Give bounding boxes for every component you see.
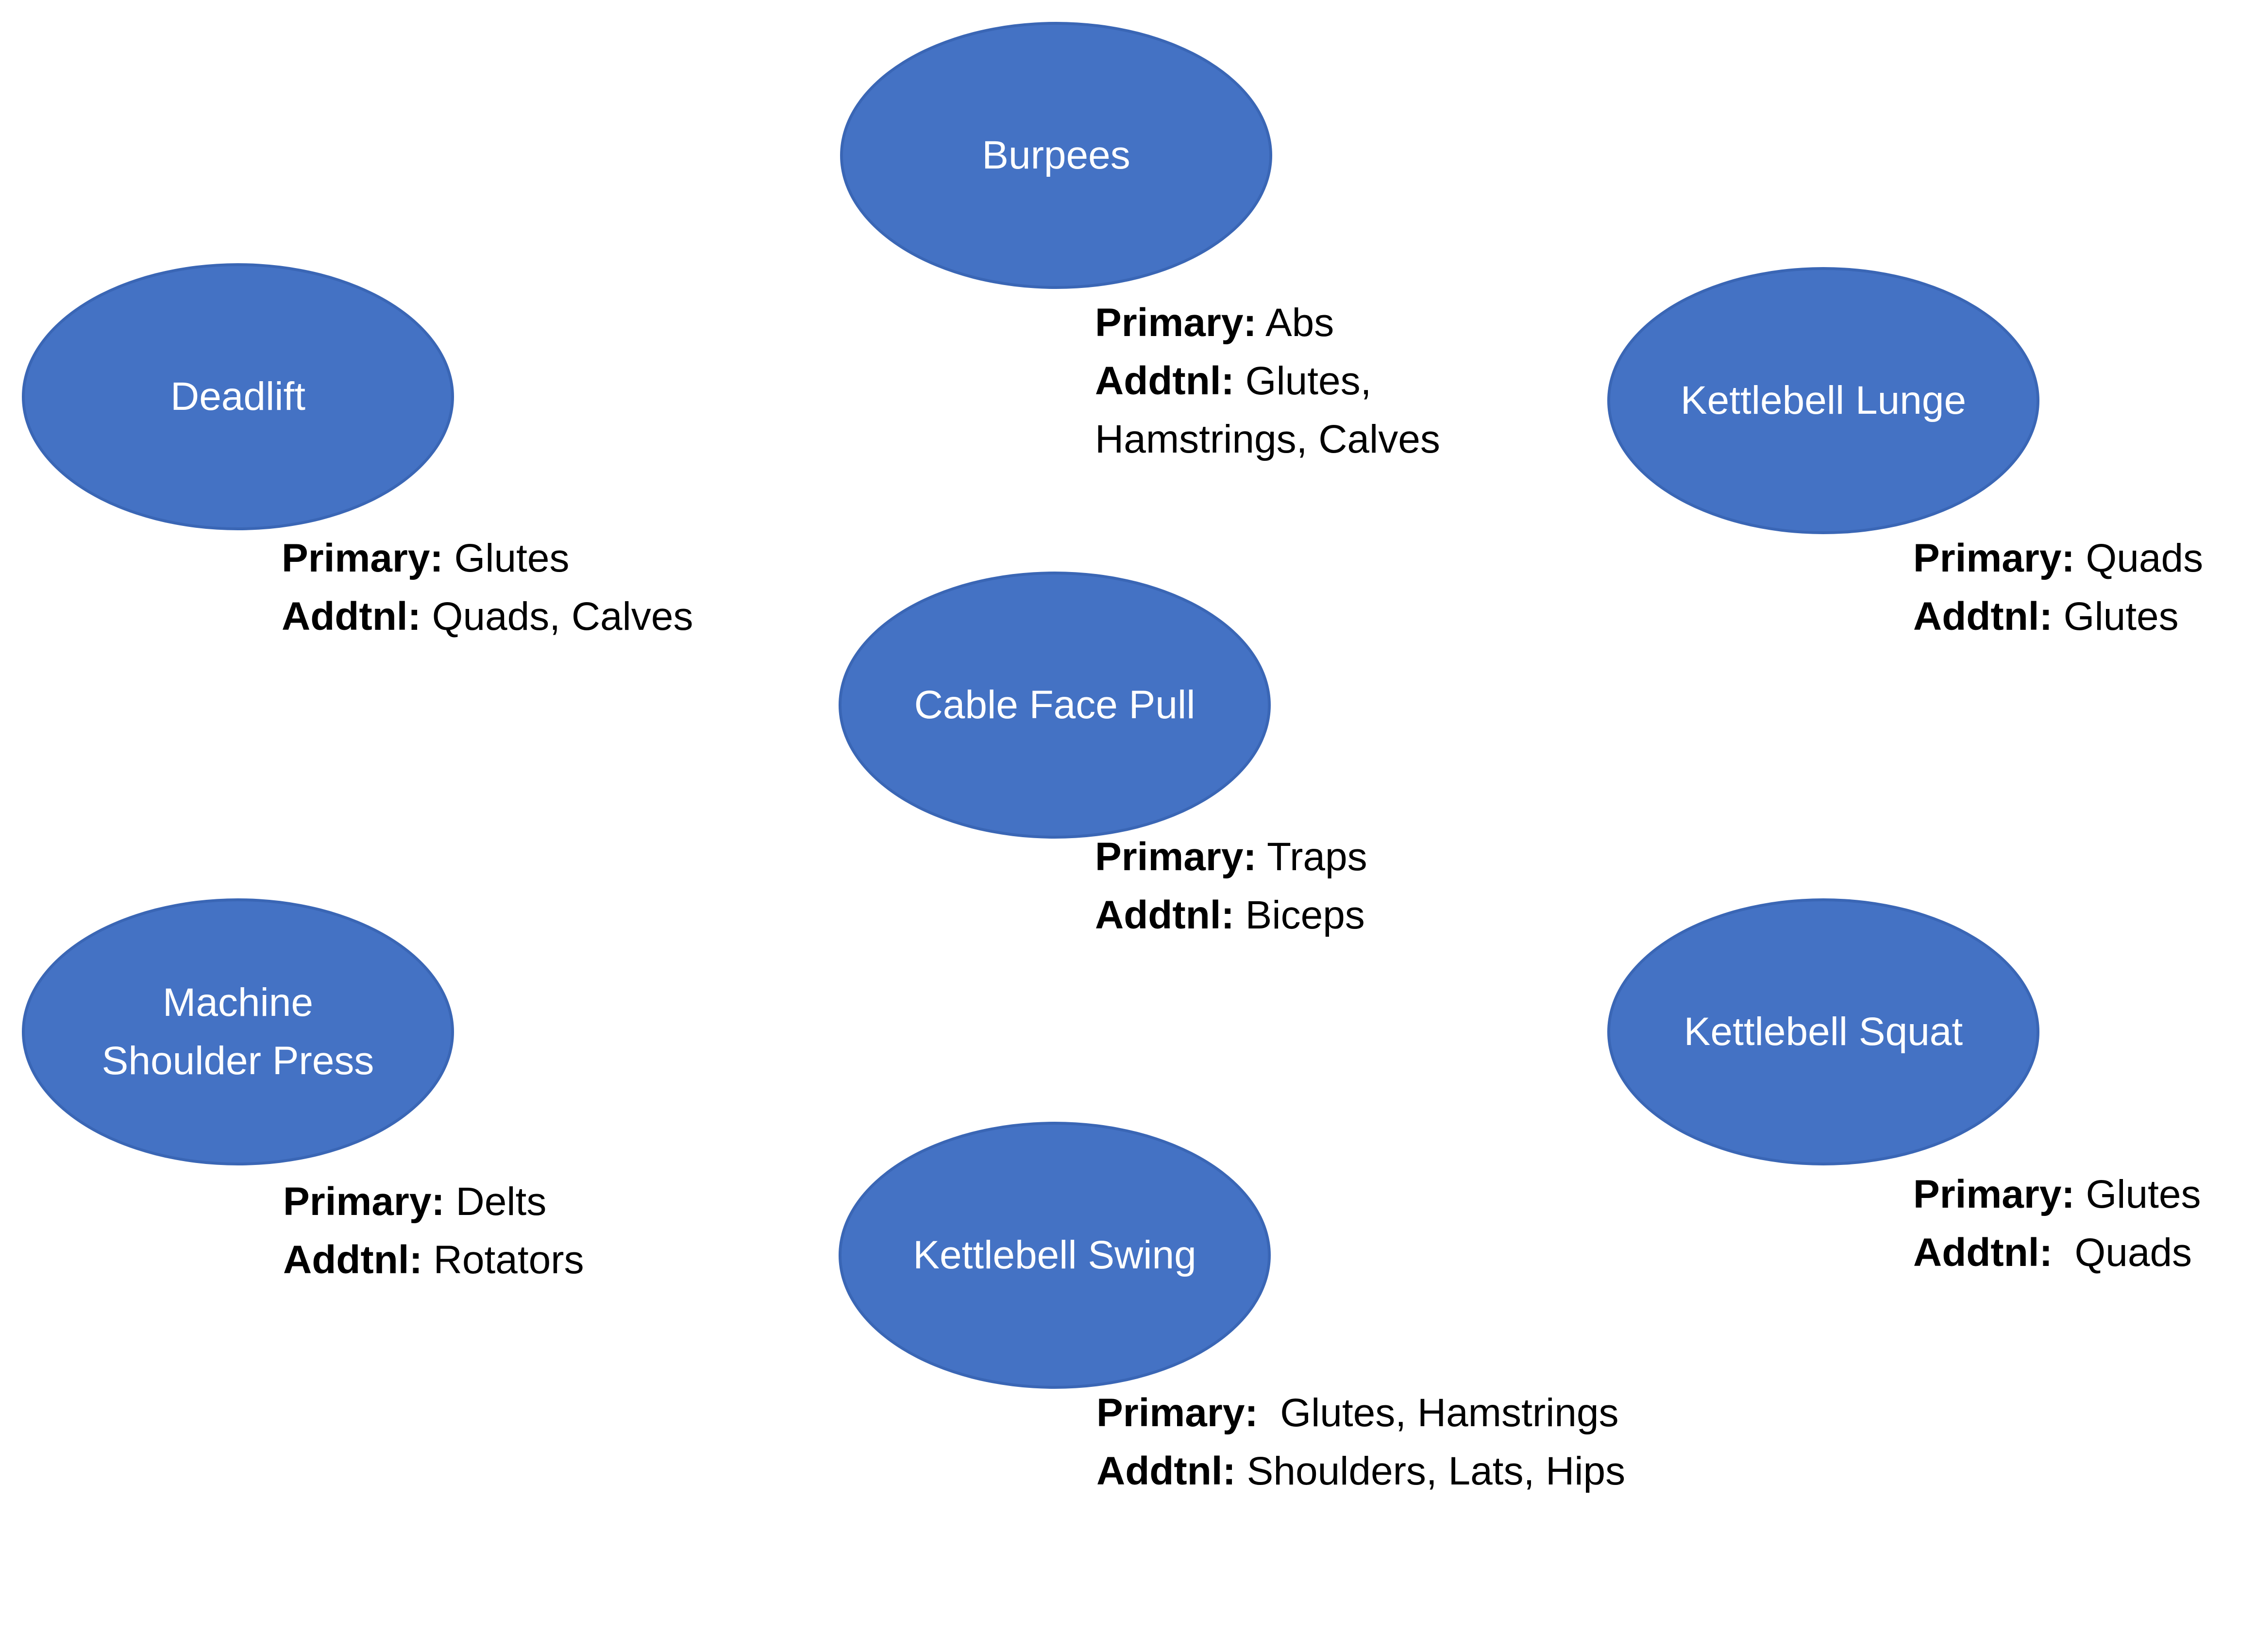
- primary-line: Primary: Abs: [1095, 294, 1440, 352]
- primary-label: Primary:: [1096, 1391, 1258, 1435]
- node-label: Machine Shoulder Press: [101, 980, 374, 1083]
- addtnl-label: Addtnl:: [1095, 359, 1234, 403]
- primary-value: Abs: [1256, 301, 1334, 345]
- caption-cable-face-pull: Primary: Traps Addtnl: Biceps: [1095, 828, 1367, 944]
- addtnl-value-continued: Hamstrings, Calves: [1095, 417, 1440, 461]
- node-machine-shoulder-press: Machine Shoulder Press: [22, 898, 454, 1165]
- node-label: Kettlebell Swing: [913, 1233, 1196, 1277]
- primary-value: Glutes: [2074, 1172, 2201, 1216]
- node-cable-face-pull: Cable Face Pull: [839, 572, 1271, 839]
- primary-label: Primary:: [1913, 536, 2075, 580]
- addtnl-line: Addtnl: Shoulders, Lats, Hips: [1096, 1442, 1625, 1500]
- primary-value: Glutes, Hamstrings: [1258, 1391, 1619, 1435]
- addtnl-line: Addtnl: Rotators: [283, 1231, 584, 1289]
- primary-line: Primary: Delts: [283, 1173, 584, 1231]
- node-label: Burpees: [982, 133, 1130, 177]
- addtnl-value: Quads, Calves: [421, 594, 693, 639]
- addtnl-line: Addtnl: Biceps: [1095, 886, 1367, 944]
- primary-line: Primary: Traps: [1095, 828, 1367, 886]
- node-kettlebell-squat: Kettlebell Squat: [1607, 898, 2039, 1165]
- primary-label: Primary:: [1913, 1172, 2075, 1216]
- caption-deadlift: Primary: Glutes Addtnl: Quads, Calves: [282, 529, 693, 646]
- caption-kettlebell-squat: Primary: Glutes Addtnl: Quads: [1913, 1165, 2201, 1282]
- primary-value: Traps: [1256, 835, 1367, 879]
- addtnl-label: Addtnl:: [1913, 594, 2053, 639]
- node-kettlebell-swing: Kettlebell Swing: [839, 1122, 1271, 1389]
- node-kettlebell-lunge: Kettlebell Lunge: [1607, 267, 2039, 534]
- node-burpees: Burpees: [840, 22, 1272, 289]
- node-label: Kettlebell Squat: [1684, 1010, 1963, 1054]
- addtnl-label: Addtnl:: [1913, 1231, 2053, 1275]
- primary-label: Primary:: [283, 1180, 445, 1224]
- primary-value: Glutes: [443, 536, 570, 580]
- addtnl-value: Quads: [2052, 1231, 2192, 1275]
- primary-value: Quads: [2074, 536, 2204, 580]
- node-label: Kettlebell Lunge: [1680, 378, 1967, 422]
- addtnl-label: Addtnl:: [1096, 1449, 1236, 1493]
- primary-label: Primary:: [1095, 835, 1257, 879]
- caption-kettlebell-lunge: Primary: Quads Addtnl: Glutes: [1913, 529, 2203, 646]
- addtnl-label: Addtnl:: [1095, 893, 1234, 937]
- addtnl-value: Shoulders, Lats, Hips: [1235, 1449, 1626, 1493]
- addtnl-line: Addtnl: Quads, Calves: [282, 588, 693, 646]
- node-label: Deadlift: [170, 374, 306, 419]
- addtnl-line: Addtnl: Quads: [1913, 1224, 2201, 1282]
- addtnl-value: Biceps: [1234, 893, 1365, 937]
- primary-value: Delts: [444, 1180, 547, 1224]
- primary-line: Primary: Glutes: [1913, 1165, 2201, 1224]
- addtnl-value: Glutes: [2052, 594, 2179, 639]
- primary-label: Primary:: [1095, 301, 1257, 345]
- addtnl-line: Addtnl: Glutes,: [1095, 352, 1440, 410]
- primary-line: Primary: Quads: [1913, 529, 2203, 588]
- primary-line: Primary: Glutes: [282, 529, 693, 588]
- caption-machine-shoulder-press: Primary: Delts Addtnl: Rotators: [283, 1173, 584, 1289]
- caption-burpees: Primary: Abs Addtnl: Glutes, Hamstrings,…: [1095, 294, 1440, 469]
- node-deadlift: Deadlift: [22, 263, 454, 530]
- addtnl-line: Addtnl: Glutes: [1913, 588, 2203, 646]
- primary-line: Primary: Glutes, Hamstrings: [1096, 1384, 1625, 1442]
- addtnl-value: Rotators: [422, 1238, 584, 1282]
- addtnl-label: Addtnl:: [282, 594, 421, 639]
- addtnl-value: Glutes,: [1234, 359, 1372, 403]
- addtnl-label: Addtnl:: [283, 1238, 422, 1282]
- caption-kettlebell-swing: Primary: Glutes, Hamstrings Addtnl: Shou…: [1096, 1384, 1625, 1500]
- node-label: Cable Face Pull: [914, 683, 1195, 727]
- primary-label: Primary:: [282, 536, 443, 580]
